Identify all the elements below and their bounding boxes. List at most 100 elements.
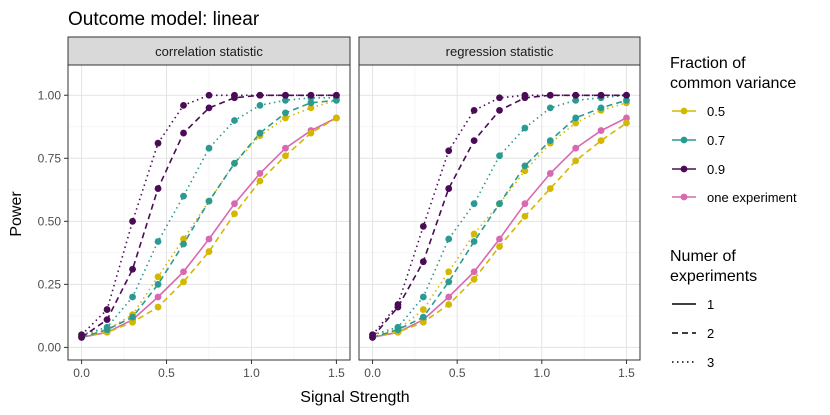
data-point [369, 331, 376, 339]
panel-strip [358, 36, 641, 66]
data-point [546, 104, 554, 112]
x-tick-label: 1.0 [243, 366, 260, 380]
data-point [205, 248, 213, 255]
chart-title: Outcome model: linear [68, 9, 260, 30]
data-point [180, 192, 187, 200]
legend-label: 1 [707, 297, 714, 312]
data-point [470, 137, 478, 145]
data-point [496, 200, 503, 208]
series-line-0.7-3 [81, 97, 337, 336]
data-point [129, 313, 136, 321]
panel-strip-label: regression statistic [446, 44, 554, 59]
data-point [256, 177, 264, 185]
data-point [103, 323, 111, 331]
data-point [597, 91, 605, 99]
x-axis-title: Signal Strength [300, 389, 409, 406]
data-point [256, 129, 264, 137]
data-point [521, 91, 529, 99]
panel-border [67, 64, 351, 361]
data-point [154, 238, 162, 245]
legend-label: 0.9 [707, 162, 725, 177]
data-point [623, 114, 630, 122]
data-point [496, 243, 503, 250]
data-point [129, 293, 136, 301]
data-point [470, 275, 478, 283]
linetype-legend-title-line-2: experiments [670, 268, 757, 285]
data-point [597, 137, 605, 145]
color-legend-title-line-2: common variance [670, 75, 796, 92]
data-point [445, 185, 453, 192]
panel-0: correlation statistic 0.0 0.5 1.0 1.5 0.00 0.2… [38, 36, 351, 380]
legend-label: one experiment [707, 190, 797, 205]
data-point [445, 293, 453, 301]
data-point [546, 137, 554, 145]
series-line-0.5-2 [81, 117, 337, 339]
data-point [180, 268, 187, 276]
data-point [256, 101, 264, 109]
data-point [419, 313, 427, 321]
x-tick-label: 0.5 [158, 366, 175, 380]
data-point [445, 278, 453, 286]
data-point [231, 210, 238, 218]
data-point [231, 159, 238, 167]
data-point [597, 104, 605, 112]
data-point [419, 222, 427, 230]
panel-strip-label: correlation statistic [155, 44, 263, 59]
data-point [572, 96, 580, 104]
data-point [307, 91, 315, 99]
legend-entries: 0.5 0.7 0.9 one experiment 1 2 3 [672, 104, 797, 370]
data-point [256, 170, 264, 177]
data-point [154, 293, 162, 301]
data-point [205, 197, 213, 205]
data-point [470, 230, 478, 238]
data-point [205, 235, 213, 243]
data-point [572, 119, 580, 127]
data-point [623, 119, 630, 127]
data-point [419, 306, 427, 313]
data-point [307, 99, 315, 107]
x-tick-label: 0.0 [73, 366, 90, 380]
data-point [470, 238, 478, 245]
data-point [546, 91, 554, 99]
legend-label: 0.7 [707, 133, 725, 148]
data-point [521, 162, 529, 170]
x-tick-label: 1.5 [328, 366, 345, 380]
y-tick-label: 0.25 [38, 277, 62, 291]
linetype-legend-title-line-1: Numer of [670, 248, 736, 265]
data-point [282, 109, 289, 117]
data-point [333, 114, 340, 122]
panels: correlation statistic 0.0 0.5 1.0 1.5 0.00 0.2… [38, 36, 641, 380]
data-point [129, 318, 136, 326]
data-point [546, 185, 554, 192]
data-point [282, 114, 289, 122]
legend-label: 0.5 [707, 104, 725, 119]
data-point [623, 96, 630, 104]
data-point [231, 200, 238, 208]
data-point [521, 200, 529, 208]
legend-label: 3 [707, 355, 714, 370]
data-point [470, 106, 478, 114]
data-point [419, 293, 427, 301]
x-tick-label: 1.5 [618, 366, 635, 380]
data-point [445, 268, 453, 276]
data-point [307, 104, 315, 112]
data-point [496, 94, 503, 102]
legend-key-point [680, 165, 688, 173]
data-point [572, 144, 580, 152]
data-point [394, 323, 402, 331]
data-point [154, 185, 162, 192]
data-point [282, 91, 289, 99]
data-point [597, 127, 605, 134]
data-point [282, 96, 289, 104]
data-point [394, 301, 402, 308]
data-point [419, 318, 427, 326]
legend-key-point [680, 107, 688, 115]
data-point [180, 101, 187, 109]
data-point [307, 129, 315, 137]
panel-strip [67, 36, 351, 66]
panel-border [358, 64, 641, 361]
x-tick-label: 0.0 [364, 366, 381, 380]
series-line-0.9-2 [81, 94, 337, 338]
data-point [205, 91, 213, 99]
data-point [521, 167, 529, 175]
